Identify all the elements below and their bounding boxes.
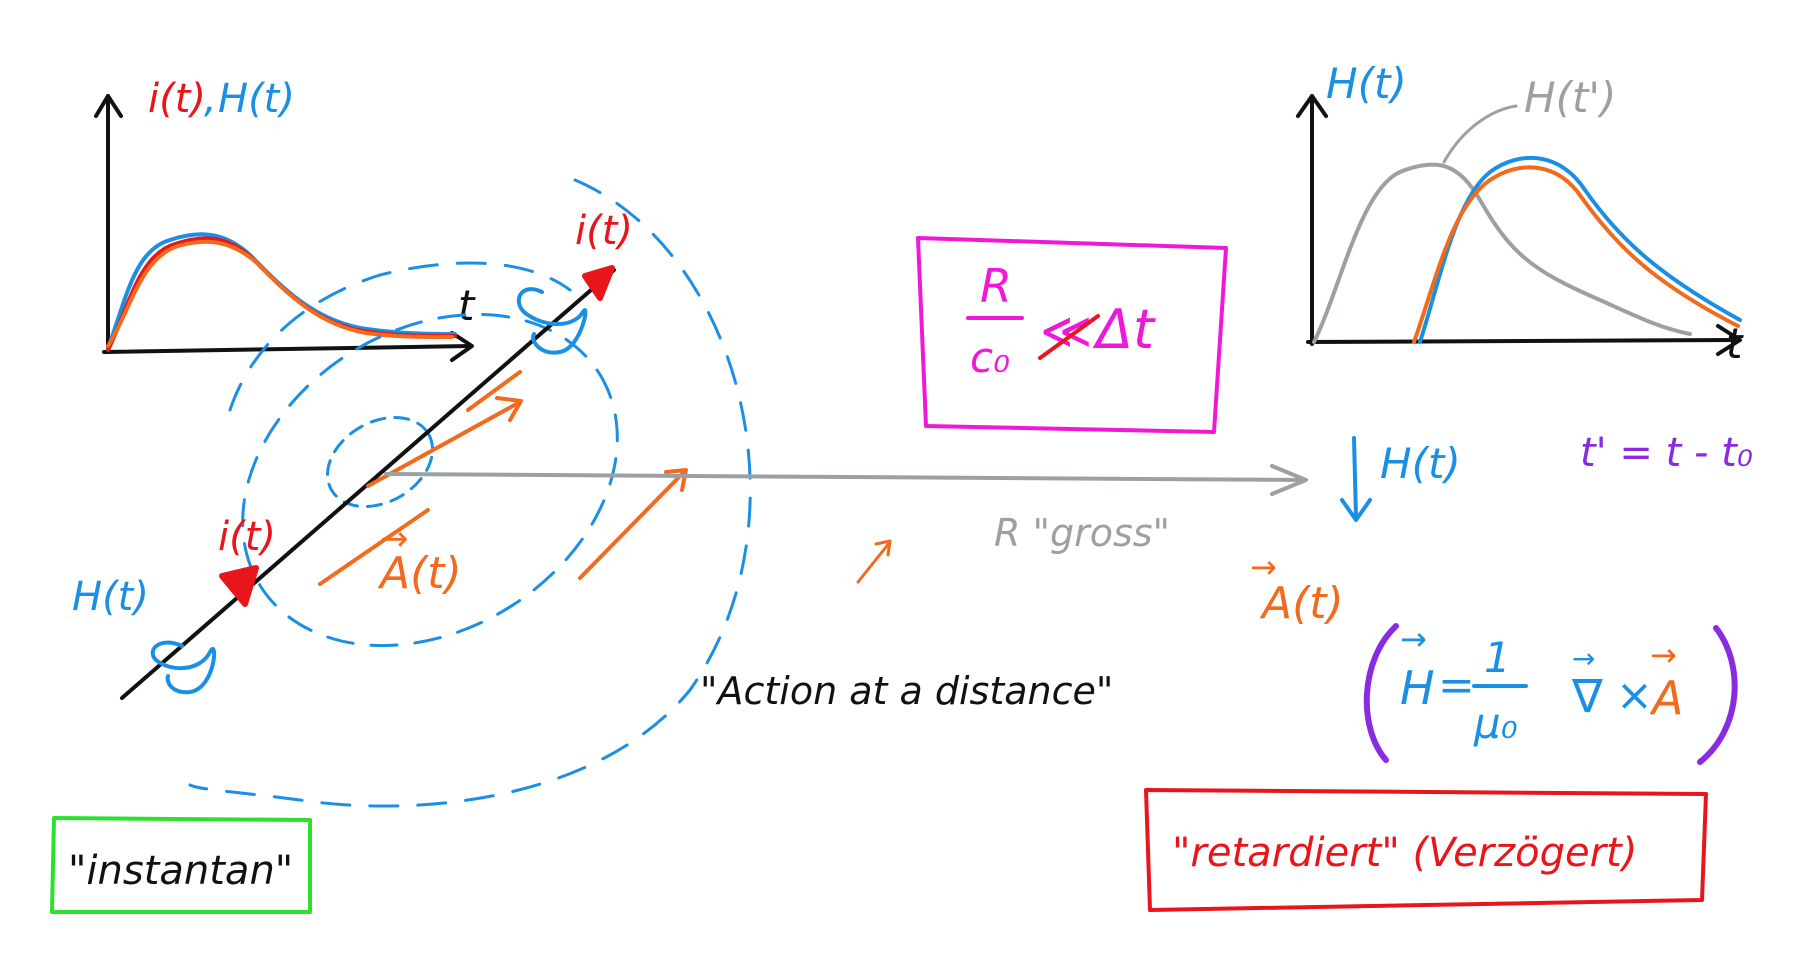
distance-indicator: R "gross" [384,464,1308,555]
a-arrow-2 [366,400,522,488]
wire-diagram: i(t) i(t) H(t) → A(t) [72,178,892,808]
right-graph-curve-a [1412,165,1740,344]
field-loop-bottom [150,640,217,695]
retarded-caption: "retardiert" (Verzögert) [1172,830,1637,876]
right-graph-curve-shifted [1312,162,1692,344]
a-arrow-3-head [664,468,688,492]
condition-box: R c₀ ≪ Δt [916,236,1228,434]
condition-frame [916,236,1228,434]
condition-denominator: c₀ [970,333,1010,382]
field-ring-outer-top [228,261,572,412]
a-arrow-4-head [874,539,892,557]
left-graph-label-i: i(t) [148,76,206,122]
left-graph-label-h: H(t) [218,76,295,122]
equation-equals: = [1438,660,1475,711]
equation-h-arrow: → [1400,620,1427,658]
instant-frame [50,816,312,914]
distance-arrowhead [1270,464,1308,496]
right-graph-label-shifted: H(t') [1524,73,1616,122]
equation-nabla: ∇ [1571,669,1603,723]
far-field-a-arrow: → [1250,548,1277,586]
equation-h: H [1400,661,1435,715]
current-label-bottom: i(t) [218,514,276,560]
equation-a: A [1649,671,1683,725]
right-graph-leader [1442,104,1518,164]
condition-numerator: R [980,259,1012,313]
a-arrow-5 [466,370,522,412]
current-arrow-bottom [219,565,259,607]
left-graph-y-arrowhead [94,94,123,118]
distance-label: R "gross" [994,511,1170,555]
a-label: A(t) [377,548,462,599]
far-field: H(t) → A(t) [1250,436,1461,629]
field-ring-middle [241,312,619,648]
a-label-arrow: → [380,519,409,559]
right-graph-x-label: t [1726,319,1744,368]
field-loop-top [516,287,588,355]
current-label-top: i(t) [575,208,633,254]
equation-a-arrow: → [1650,636,1677,674]
retarded-frame [1144,788,1708,912]
a-arrow-4 [856,540,892,584]
a-arrow-2-head [495,396,523,422]
far-field-h-label: H(t) [1380,439,1461,488]
far-field-h-arrowhead [1340,498,1372,522]
right-graph: H(t) H(t') t [1296,59,1744,368]
equation-paren-left [1363,623,1399,763]
instant-caption: "instantan" [68,848,293,894]
condition-strike [1038,314,1100,360]
instant-box: "instantan" [50,816,312,914]
field-ring-inner [326,415,434,509]
equation-nabla-arrow: → [1572,642,1595,675]
retarded-box: "retardiert" (Verzögert) [1144,788,1708,912]
equation-denominator: μ₀ [1473,699,1518,748]
action-at-distance-caption: "Action at a distance" [700,669,1113,713]
distance-arrow [384,472,1304,482]
equation-paren-right [1697,625,1738,765]
current-arrow-top [582,265,615,301]
equation-numerator: 1 [1484,633,1511,682]
left-graph-x-axis [102,344,472,354]
right-graph-y-arrowhead [1296,94,1328,118]
left-graph-x-label: t [458,281,476,330]
a-arrow-1 [318,508,430,586]
left-graph-curve-a [106,239,454,348]
right-graph-x-axis [1306,338,1738,344]
left-graph: i(t) , H(t) t [94,76,476,362]
equation-cross: × [1616,670,1653,721]
far-field-a-label: A(t) [1259,578,1344,629]
curl-equation: → H = 1 μ₀ → ∇ × → A [1363,620,1738,765]
far-field-h-arrow [1352,436,1358,520]
right-graph-x-arrowhead [1716,324,1742,356]
a-arrow-3 [578,470,686,580]
condition-rhs: Δt [1092,298,1156,361]
time-shift-equation: t' = t - t₀ [1580,430,1753,476]
left-graph-x-arrowhead [450,331,474,362]
left-graph-label-sep: , [204,76,217,122]
field-label-left: H(t) [72,574,149,620]
field-ring-outer [188,178,752,808]
right-graph-label-h: H(t) [1326,59,1407,108]
